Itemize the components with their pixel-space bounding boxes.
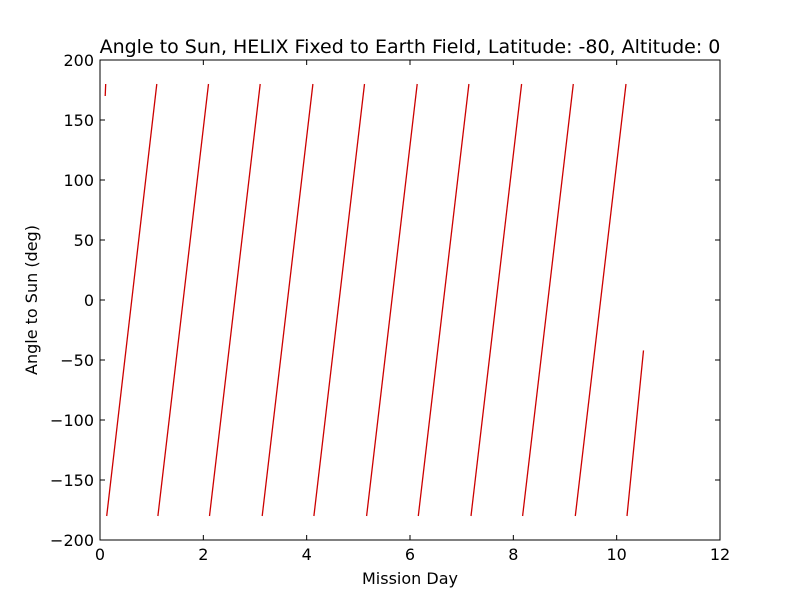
series-segment <box>521 83 574 517</box>
series-segment <box>365 83 418 517</box>
y-tick-label: −100 <box>50 411 94 430</box>
x-axis-label: Mission Day <box>362 569 458 588</box>
series-segment <box>106 83 158 517</box>
y-tick-label: −50 <box>60 351 94 370</box>
tick-label-group: 0 2 4 6 8 10 12 −200 −150 −100 −50 0 50 100 150 200 <box>50 51 730 564</box>
series-segment <box>470 83 523 517</box>
y-axis-label: Angle to Sun (deg) <box>22 225 41 375</box>
series-segment <box>574 83 627 517</box>
series-segment <box>261 83 314 517</box>
y-tick-label: −150 <box>50 471 94 490</box>
x-tick-label: 0 <box>95 545 105 564</box>
series-segment <box>417 83 470 517</box>
y-tick-label: 100 <box>63 171 94 190</box>
series-segment <box>313 83 366 517</box>
plot-frame <box>99 59 721 541</box>
x-tick-label: 4 <box>302 545 312 564</box>
y-tick-label: 50 <box>74 231 94 250</box>
series-segment <box>157 83 210 517</box>
y-tick-label: 0 <box>84 291 94 310</box>
x-tick-label: 12 <box>710 545 730 564</box>
tick-group <box>99 59 721 541</box>
y-tick-label: 150 <box>63 111 94 130</box>
series-segment <box>104 83 107 97</box>
x-tick-label: 6 <box>405 545 415 564</box>
series-group <box>104 83 645 517</box>
y-tick-label: 200 <box>63 51 94 70</box>
series-segment <box>626 350 645 517</box>
x-tick-label: 10 <box>606 545 626 564</box>
x-tick-label: 2 <box>198 545 208 564</box>
chart-title: Angle to Sun, HELIX Fixed to Earth Field… <box>100 36 721 58</box>
series-segment <box>208 83 261 517</box>
x-tick-label: 8 <box>508 545 518 564</box>
y-tick-label: −200 <box>50 531 94 550</box>
